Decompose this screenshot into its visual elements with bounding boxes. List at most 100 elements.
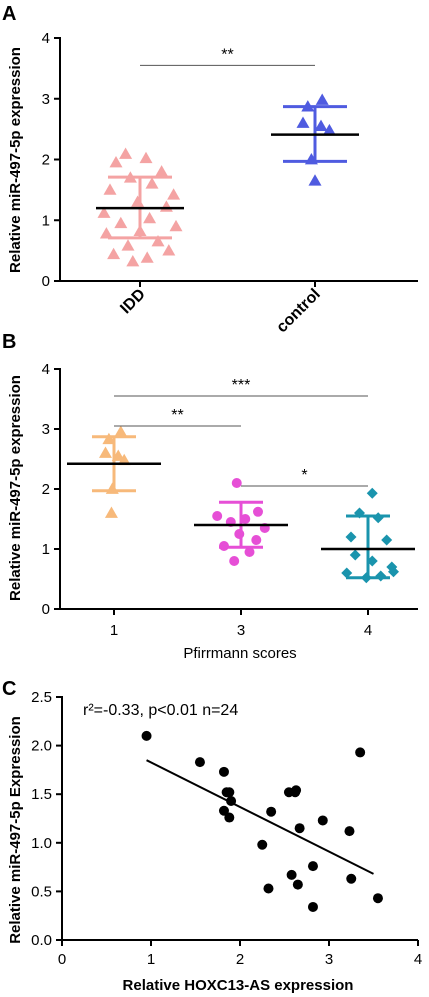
panel-b-point-3 <box>251 535 262 545</box>
panel-c-point <box>290 787 301 798</box>
panel-c-point <box>218 805 229 816</box>
panel-a-point-idd <box>126 255 140 267</box>
panel-b-y-tick-label: 4 <box>42 361 50 378</box>
panel-b-point-4 <box>366 487 378 499</box>
panel-a-point-idd <box>169 219 183 232</box>
panel-c-y-tick-label: 0.5 <box>31 883 52 900</box>
panel-b-point-3 <box>234 529 245 539</box>
panel-a-point-idd <box>139 151 153 164</box>
panel-c-point <box>317 815 328 826</box>
panel-a-point-idd <box>119 147 133 159</box>
panel-c-x-tick-label: 3 <box>325 951 333 968</box>
panel-a-y-tick-label: 0 <box>42 273 50 290</box>
panel-a-point-idd <box>155 165 169 177</box>
panel-c-point <box>286 869 297 880</box>
panel-b-point-4 <box>345 531 357 543</box>
panel-b-point-3 <box>253 506 263 517</box>
panel-c-point <box>218 766 229 777</box>
panel-c-fit-line <box>146 759 374 875</box>
panel-a-point-idd <box>162 244 176 256</box>
panel-c-point <box>372 893 383 904</box>
panel-c-point <box>194 757 205 768</box>
panel-a-point-idd <box>143 211 157 224</box>
panel-b-y-tick-label: 3 <box>42 421 50 438</box>
panel-c-y-tick-label: 2.5 <box>31 689 52 706</box>
panel-b-x-tick-label: 3 <box>237 622 245 639</box>
panel-b-significance-label: * <box>301 467 307 484</box>
panel-a-axes: 0 1 2 3 4 IDD control <box>42 30 418 336</box>
panel-b-point-3 <box>231 478 242 488</box>
panel-b-y-tick-label: 1 <box>42 541 50 558</box>
panel-a-x-tick-label: IDD <box>117 286 149 318</box>
panel-c-point <box>224 812 235 823</box>
panel-a-point-idd <box>140 251 154 263</box>
panel-c-point <box>224 787 235 798</box>
panel-b-point-4 <box>372 512 384 524</box>
panel-a-point-idd <box>99 227 113 239</box>
panel-c-point <box>263 883 274 894</box>
panel-b-point-1 <box>117 453 131 466</box>
panel-a-y-tick-label: 3 <box>42 91 50 108</box>
panel-c-x-axis-title: Relative HOXC13-AS expression <box>123 977 354 994</box>
panel-a-x-tick-label: control <box>273 286 323 336</box>
panel-c-x-tick-label: 2 <box>236 951 244 968</box>
panel-b-point-3 <box>244 547 255 557</box>
panel-letter-b: B <box>2 331 16 353</box>
panel-c-point <box>294 823 305 834</box>
panel-c-point <box>226 796 237 807</box>
panel-c-x-tick-label: 0 <box>58 951 66 968</box>
panel-c-marks <box>141 730 383 912</box>
panel-c-axes: 0.0 0.5 1.0 1.5 2.0 2.5 0 1 2 3 4 <box>31 689 422 968</box>
panel-a-point-idd <box>145 177 159 189</box>
panel-a-point-control <box>315 93 329 105</box>
panel-a-point-idd <box>159 200 173 212</box>
panel-a-y-tick-label: 4 <box>42 30 50 47</box>
panel-b-point-1 <box>99 446 112 458</box>
panel-c: C 0.0 0.5 1.0 1.5 2.0 2.5 0 1 2 3 4 Relative miR-4… <box>2 678 422 994</box>
panel-a-point-idd <box>109 156 123 168</box>
panel-b-point-3 <box>240 514 251 524</box>
panel-a-point-idd <box>103 183 117 195</box>
panel-c-x-tick-label: 4 <box>414 951 422 968</box>
panel-b-point-4 <box>349 549 361 561</box>
panel-b-y-tick-label: 0 <box>42 601 50 618</box>
panel-b-point-1 <box>104 506 118 518</box>
panel-b-axes: 0 1 2 3 4 1 3 4 <box>42 361 418 639</box>
panel-b-y-axis-title: Relative miR-497-5p expression <box>7 375 24 601</box>
panel-b-point-4 <box>341 567 353 579</box>
panel-a-y-tick-label: 2 <box>42 152 50 169</box>
panel-a-point-idd <box>167 188 181 200</box>
panel-b-significance-label: *** <box>232 377 251 394</box>
panel-c-y-tick-label: 2.0 <box>31 738 52 755</box>
panel-a-y-tick-label: 1 <box>42 212 50 229</box>
panel-b-point-4 <box>381 534 393 546</box>
panel-a: A 0 1 2 3 4 IDD control ** Relative miR-497-5p… <box>2 3 418 336</box>
panel-b-marks: ****** <box>67 377 415 584</box>
panel-b-point-4 <box>375 570 387 582</box>
panel-a-point-control <box>308 174 322 186</box>
panel-b-point-4 <box>388 566 399 578</box>
panel-b-point-3 <box>229 556 240 566</box>
panel-a-point-control <box>296 116 310 128</box>
panel-c-annotation: r²=-0.33, p<0.01 n=24 <box>83 702 238 719</box>
panel-a-point-idd <box>97 206 111 218</box>
panel-c-point <box>141 730 152 741</box>
panel-a-y-axis-title: Relative miR-497-5p expression <box>7 47 24 273</box>
panel-c-point <box>266 806 277 817</box>
panel-b-y-tick-label: 2 <box>42 481 50 498</box>
panel-c-y-tick-label: 1.5 <box>31 786 52 803</box>
panel-letter-a: A <box>2 3 16 25</box>
panel-b-significance-label: ** <box>171 407 183 424</box>
panel-a-point-idd <box>121 239 135 251</box>
panel-b-x-tick-label: 1 <box>110 622 118 639</box>
panel-a-point-control <box>314 119 328 131</box>
panel-c-point <box>307 861 318 872</box>
panel-c-x-tick-label: 1 <box>147 951 155 968</box>
panel-a-point-idd <box>114 216 128 229</box>
panel-c-point <box>344 826 355 837</box>
panel-a-significance-label: ** <box>221 46 233 63</box>
panel-c-point <box>355 747 366 758</box>
panel-a-marks: ** <box>96 46 359 267</box>
panel-c-point <box>346 873 357 884</box>
